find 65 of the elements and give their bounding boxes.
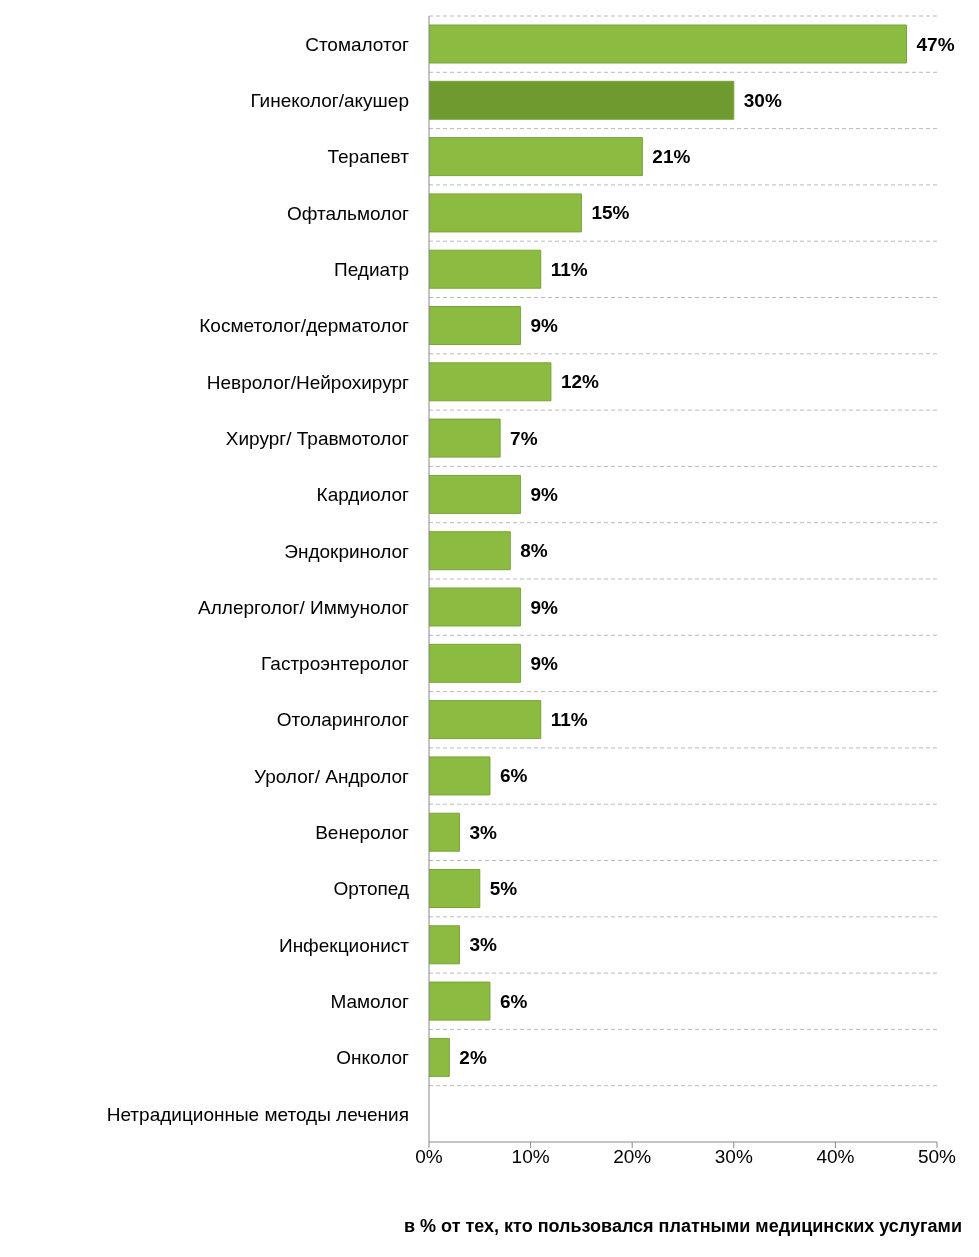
data-label: 9%	[530, 483, 559, 505]
x-tick-label: 40%	[816, 1146, 855, 1168]
data-label: 3%	[469, 821, 498, 843]
bar	[429, 981, 491, 1021]
y-tick-label: Гастроэнтеролог	[261, 653, 410, 675]
data-label: 9%	[530, 596, 559, 618]
bar	[429, 24, 908, 64]
x-tick-label: 10%	[511, 1146, 550, 1168]
bar	[429, 474, 521, 514]
data-label: 12%	[560, 371, 600, 393]
bar	[429, 193, 582, 233]
y-tick-label: Венеролог	[315, 822, 410, 844]
y-tick-label: Педиатр	[334, 259, 409, 281]
data-label: 2%	[459, 1046, 487, 1068]
data-label: 9%	[530, 315, 559, 337]
y-tick-label: Стомалотог	[305, 33, 410, 55]
data-label: 8%	[520, 540, 548, 562]
y-tick-label: Гинеколог/акушер	[250, 90, 409, 112]
data-label: 3%	[469, 934, 498, 956]
bar	[429, 137, 643, 177]
y-tick-label: Ортопед	[333, 878, 409, 900]
x-tick-label: 20%	[613, 1146, 652, 1168]
x-tick-label: 30%	[714, 1146, 753, 1168]
y-tick-label: Уролог/ Андролог	[253, 765, 410, 787]
data-label: 7%	[510, 427, 538, 449]
y-tick-label: Отоларинголог	[276, 709, 410, 731]
bar	[429, 587, 521, 627]
bar	[429, 812, 460, 852]
y-tick-label: Офтальмолог	[286, 202, 410, 224]
y-tick-label: Хирург/ Травмотолог	[225, 427, 410, 449]
data-label: 15%	[591, 202, 630, 224]
data-label: 47%	[916, 33, 955, 55]
bar	[429, 643, 521, 683]
y-tick-label: Нетрадиционные методы лечения	[106, 1103, 409, 1125]
y-tick-label: Эндокринолог	[284, 540, 410, 562]
bar	[429, 249, 542, 289]
x-axis-title: в % от тех, кто пользовался платными медицинских услугами	[404, 1216, 962, 1236]
bar	[429, 869, 481, 909]
bar	[429, 306, 521, 346]
x-tick-label: 50%	[917, 1146, 957, 1168]
data-label: 6%	[499, 990, 528, 1012]
data-label: 11%	[550, 709, 588, 731]
bar	[429, 80, 735, 120]
bar	[429, 531, 511, 571]
y-tick-label: Кардиолог	[316, 484, 410, 506]
data-label: 30%	[743, 89, 782, 111]
bar	[429, 418, 501, 458]
x-tick-label: 0%	[415, 1146, 443, 1168]
data-label: 11%	[550, 258, 588, 280]
data-label: 6%	[499, 765, 528, 787]
data-label: 21%	[652, 146, 691, 168]
y-tick-label: Аллерголог/ Иммунолог	[198, 596, 410, 618]
bar	[429, 700, 542, 740]
y-tick-label: Мамолог	[330, 990, 410, 1012]
bar	[429, 1037, 450, 1077]
bar	[429, 756, 491, 796]
bar	[429, 925, 460, 965]
y-tick-label: Инфекционист	[278, 934, 410, 956]
y-tick-label: Невролог/Нейрохирург	[206, 371, 410, 393]
data-label: 5%	[489, 878, 518, 900]
y-tick-label: Онколог	[336, 1047, 410, 1069]
bar	[429, 362, 552, 402]
data-label: 9%	[530, 652, 559, 674]
y-tick-label: Терапевт	[327, 146, 410, 168]
y-tick-label: Косметолог/дерматолог	[199, 315, 410, 337]
